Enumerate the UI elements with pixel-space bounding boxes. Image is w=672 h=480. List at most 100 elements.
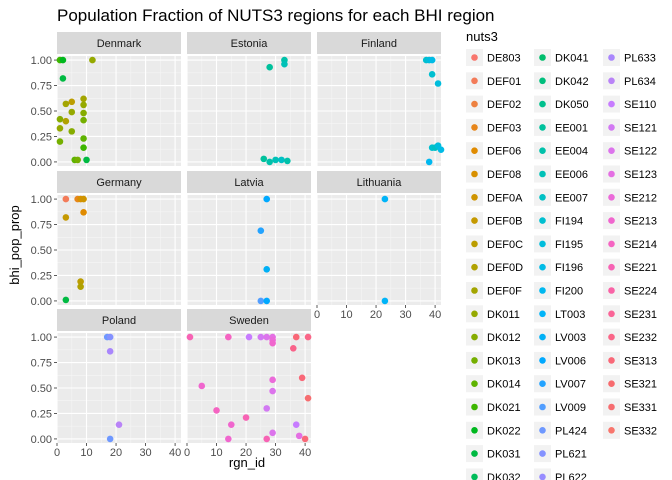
legend-label: DEF03 (487, 122, 521, 134)
legend-label: DK050 (555, 99, 589, 111)
legend-label: SE213 (624, 216, 657, 228)
data-point (292, 333, 300, 341)
data-point (80, 135, 87, 142)
legend-entry-dk031: DK031 (466, 445, 521, 463)
legend-label: DK011 (487, 309, 520, 321)
legend-label: DK021 (487, 402, 521, 414)
legend-entry-fi196: FI196 (534, 258, 583, 276)
legend-swatch (608, 217, 615, 224)
data-point (263, 195, 271, 203)
legend-swatch (539, 287, 546, 294)
legend-entry-se214: SE214 (603, 235, 657, 253)
legend-swatch (539, 54, 546, 61)
data-point (77, 283, 84, 290)
legend-entry-pl621: PL621 (534, 445, 587, 463)
legend-entry-def0c: DEF0C (466, 235, 523, 253)
legend-label: SE214 (624, 239, 657, 251)
legend-label: SE232 (624, 332, 657, 344)
legend-label: DEF06 (487, 146, 521, 158)
data-point (80, 209, 87, 216)
data-point (186, 333, 194, 341)
legend-entry-dk021: DK021 (466, 398, 521, 416)
x-tick-label: 30 (139, 447, 151, 459)
x-tick-label: 0 (314, 309, 320, 321)
legend-label: EE004 (555, 146, 588, 158)
legend-entry-dk011: DK011 (466, 305, 520, 323)
x-tick-label: 20 (240, 447, 252, 459)
facet-panels: Denmark 0.00 0.25 0.50 0.75 1.00 Estonia Finlan… (31, 32, 445, 459)
data-point (83, 156, 90, 164)
facet-finland: Finland (316, 32, 445, 166)
data-point (263, 435, 271, 443)
facet-germany: Germany 0.00 0.25 0.50 0.75 1.00 (31, 171, 181, 308)
legend-swatch (608, 170, 615, 178)
legend-entry-pl634: PL634 (603, 72, 656, 90)
data-point (257, 297, 265, 305)
data-point (80, 195, 87, 203)
data-point (298, 374, 306, 382)
data-point (260, 155, 268, 163)
facet-strip-label: Sweden (229, 315, 269, 327)
facet-strip (317, 171, 441, 193)
legend-label: SE221 (624, 262, 657, 274)
data-point (74, 156, 81, 164)
legend-swatch (608, 310, 615, 318)
data-point (68, 108, 76, 116)
data-point (304, 333, 312, 341)
legend-entry-lv009: LV009 (534, 398, 586, 416)
x-tick-label: 10 (80, 447, 92, 459)
data-point (77, 278, 84, 285)
legend-swatch (539, 77, 546, 85)
facet-lithuania: Lithuania 0 10 20 30 40 (314, 171, 441, 321)
y-tick-label: 0.75 (31, 358, 52, 370)
legend-swatch (471, 240, 478, 248)
legend-entry-se221: SE221 (603, 258, 657, 276)
legend-swatch (471, 263, 478, 271)
legend-entry-lv003: LV003 (534, 328, 586, 346)
facet-strip-label: Germany (96, 177, 142, 189)
legend-swatch (608, 100, 615, 108)
data-point (266, 63, 273, 71)
legend-label: SE231 (624, 309, 657, 321)
legend-label: DEF0C (487, 239, 523, 251)
legend-swatch (608, 124, 615, 131)
data-point (269, 429, 276, 437)
legend-entry-def08: DEF08 (466, 165, 521, 183)
facet-strip (57, 309, 181, 331)
legend-swatch (608, 333, 615, 341)
legend-label: PL424 (555, 425, 587, 437)
legend-swatch (471, 333, 478, 341)
chart-title: Population Fraction of NUTS3 regions for… (57, 6, 495, 25)
legend-entry-fi195: FI195 (534, 235, 583, 253)
data-point (106, 435, 114, 443)
data-point (425, 158, 433, 166)
legend-entry-se213: SE213 (603, 212, 657, 230)
y-axis-title: bhi_pop_prop (7, 205, 22, 285)
data-point (304, 394, 312, 402)
data-point (381, 297, 389, 305)
legend-entry-de803: DE803 (466, 49, 521, 66)
legend-label: SE224 (624, 286, 657, 298)
x-tick-label: 30 (399, 309, 411, 321)
legend-swatch (471, 147, 478, 154)
legend-swatch (471, 77, 478, 85)
legend-entry-def03: DEF03 (466, 118, 521, 136)
data-point (62, 296, 70, 304)
facet-strip (187, 309, 311, 331)
data-point (68, 128, 76, 135)
legend-swatch (608, 287, 615, 294)
legend-label: SE110 (624, 99, 656, 111)
legend-entry-def0d: DEF0D (466, 258, 523, 276)
legend-label: LT003 (555, 309, 585, 321)
legend-swatch (471, 217, 478, 224)
legend-label: PL634 (624, 76, 656, 88)
legend-entry-se313: SE313 (603, 351, 657, 369)
legend-label: DK041 (555, 53, 589, 65)
data-point (68, 98, 76, 106)
facet-strip (57, 32, 181, 54)
x-axis-title: rgn_id (229, 455, 265, 470)
legend-entry-se212: SE212 (603, 188, 657, 206)
legend-entry-fi200: FI200 (534, 282, 583, 299)
x-tick-label: 10 (210, 447, 222, 459)
legend-entry-se232: SE232 (603, 328, 657, 346)
